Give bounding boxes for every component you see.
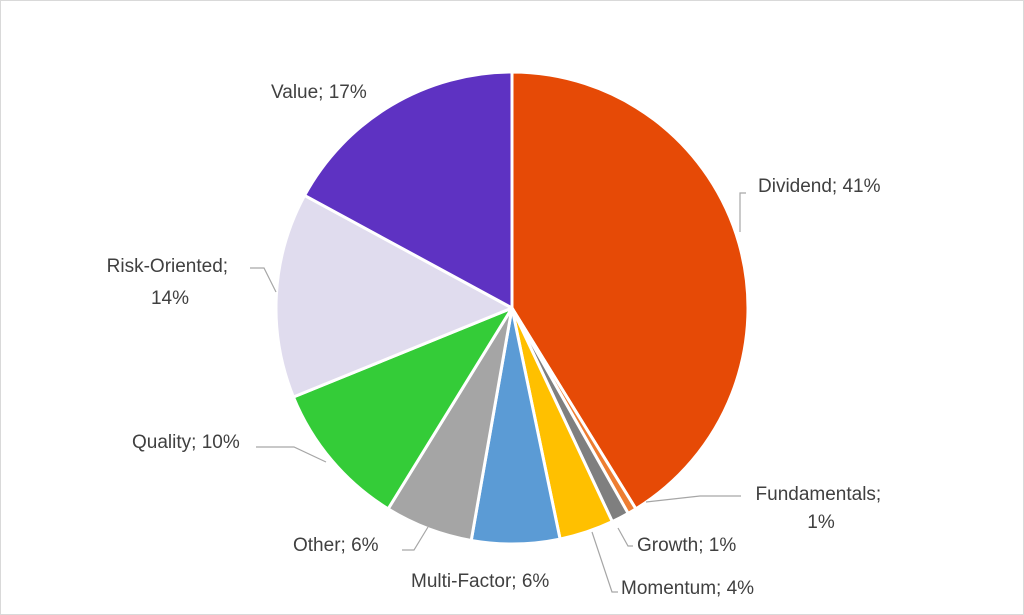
pie-slice-dividend <box>510 70 750 511</box>
pie-slice-quality <box>291 306 514 511</box>
leader-line <box>256 446 327 463</box>
pie-slice-risk-oriented <box>274 193 514 399</box>
pie-slice-value <box>303 70 514 310</box>
data-label-quality: Quality; 10% <box>132 432 240 453</box>
pie-slices <box>274 70 750 546</box>
leader-line <box>739 192 746 232</box>
leader-line <box>250 267 277 293</box>
leader-line <box>617 527 633 547</box>
leader-line <box>645 495 741 503</box>
leader-line <box>591 531 618 593</box>
data-label-fundamentals: Fundamentals; 1% <box>756 484 887 533</box>
data-label-multi-factor: Multi-Factor; 6% <box>411 571 549 592</box>
data-label-dividend: Dividend; 41% <box>758 176 881 197</box>
data-label-other: Other; 6% <box>293 535 379 556</box>
data-label-risk-oriented: Risk-Oriented; 14% <box>107 256 234 309</box>
data-label-growth: Growth; 1% <box>637 535 736 556</box>
data-label-momentum: Momentum; 4% <box>621 578 754 599</box>
leader-line <box>402 526 429 551</box>
data-label-value: Value; 17% <box>271 82 367 103</box>
leader-lines <box>250 192 746 593</box>
